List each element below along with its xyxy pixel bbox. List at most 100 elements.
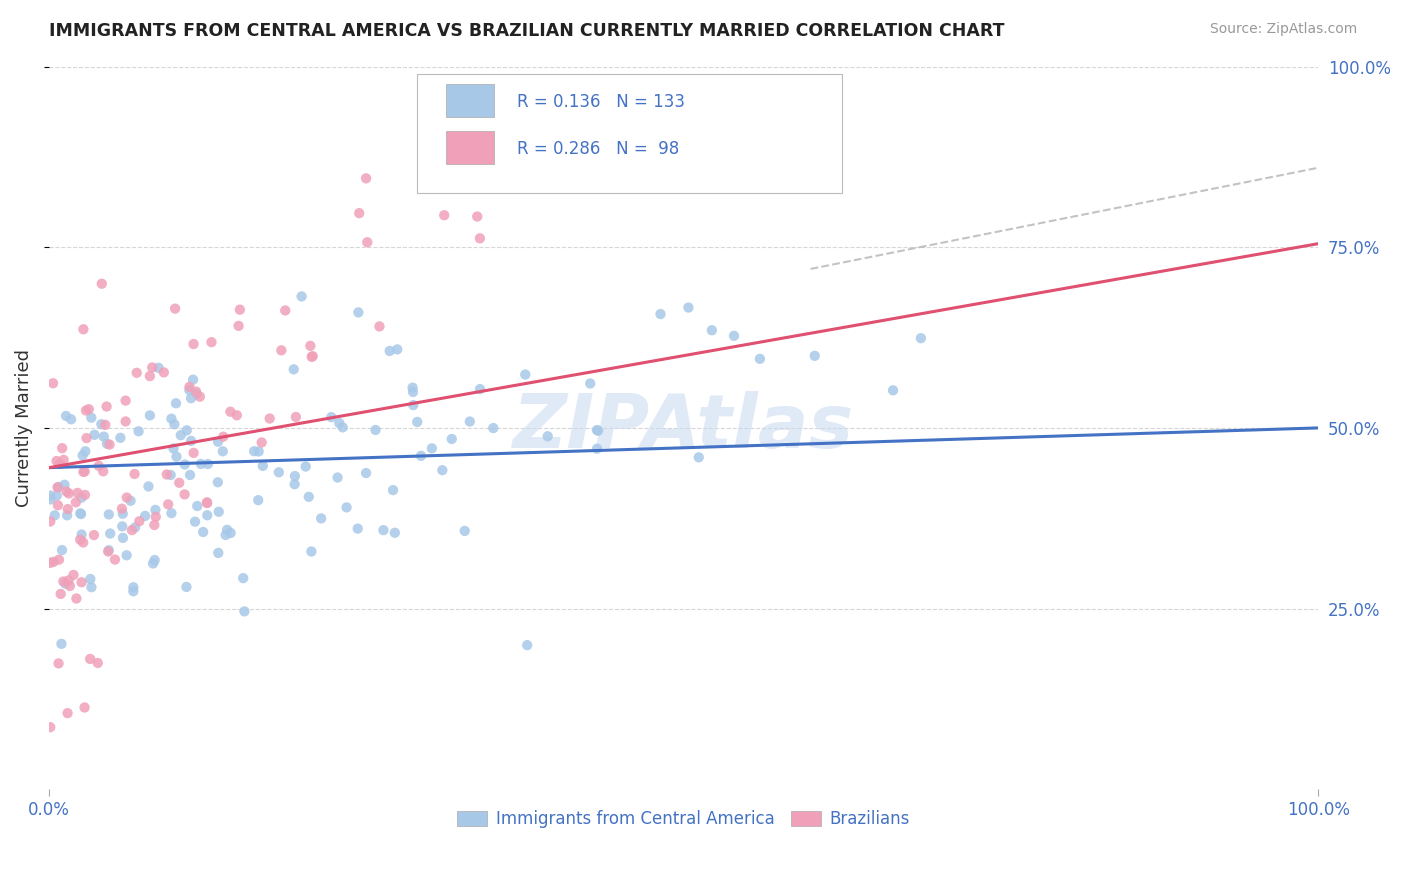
Point <box>233 604 256 618</box>
Point <box>165 301 187 316</box>
Point <box>104 552 127 566</box>
Point <box>247 493 270 508</box>
Point <box>153 365 176 379</box>
Point <box>347 305 370 319</box>
Point <box>148 360 170 375</box>
Point <box>458 415 481 429</box>
Point <box>471 181 494 195</box>
Point <box>70 575 93 590</box>
Point <box>111 507 134 521</box>
Point <box>163 417 186 432</box>
Point <box>97 544 120 558</box>
Point <box>406 415 429 429</box>
Point <box>482 421 505 435</box>
Point <box>184 515 207 529</box>
Point <box>267 465 290 479</box>
Point <box>162 442 184 456</box>
Point <box>468 382 491 396</box>
Point <box>39 556 62 570</box>
Text: ZIPAtlas: ZIPAtlas <box>513 392 855 465</box>
Point <box>157 497 180 511</box>
Point <box>401 381 423 395</box>
Point <box>72 465 94 479</box>
Point <box>45 489 67 503</box>
Point <box>110 431 132 445</box>
Point <box>225 409 247 423</box>
Point <box>208 505 231 519</box>
Point <box>138 479 160 493</box>
Point <box>77 402 100 417</box>
Point <box>73 700 96 714</box>
Point <box>283 362 305 376</box>
Point <box>97 508 120 522</box>
Point <box>128 514 150 528</box>
Point <box>723 328 745 343</box>
Text: IMMIGRANTS FROM CENTRAL AMERICA VS BRAZILIAN CURRENTLY MARRIED CORRELATION CHART: IMMIGRANTS FROM CENTRAL AMERICA VS BRAZI… <box>49 22 1005 40</box>
Point <box>882 384 904 398</box>
Point <box>440 432 463 446</box>
Point <box>83 427 105 442</box>
Point <box>420 442 443 456</box>
Point <box>96 400 118 414</box>
Point <box>416 158 439 172</box>
Point <box>183 337 205 351</box>
Point <box>586 424 609 438</box>
Point <box>382 483 405 497</box>
Point <box>91 464 114 478</box>
Point <box>55 409 77 423</box>
Point <box>207 546 229 560</box>
Point <box>179 380 201 394</box>
Point <box>184 384 207 399</box>
Point <box>66 486 89 500</box>
Point <box>73 464 96 478</box>
Point <box>87 458 110 473</box>
Point <box>228 318 250 333</box>
Point <box>214 528 236 542</box>
Point <box>195 495 218 509</box>
Point <box>39 492 62 507</box>
Point <box>803 349 825 363</box>
Point <box>409 449 432 463</box>
Point <box>183 446 205 460</box>
Point <box>259 411 281 425</box>
Point <box>70 507 93 521</box>
Point <box>96 436 118 450</box>
Point <box>53 576 76 591</box>
Point <box>114 393 136 408</box>
Point <box>688 450 710 465</box>
Point <box>454 524 477 538</box>
Point <box>98 526 121 541</box>
Point <box>291 289 314 303</box>
Point <box>433 208 456 222</box>
Point <box>207 475 229 490</box>
Point <box>170 428 193 442</box>
Point <box>51 637 73 651</box>
Point <box>124 520 146 534</box>
Point <box>443 133 465 147</box>
Point <box>378 343 401 358</box>
Y-axis label: Currently Married: Currently Married <box>15 349 32 507</box>
Point <box>197 457 219 471</box>
Point <box>516 638 538 652</box>
Point <box>181 373 204 387</box>
Point <box>346 522 368 536</box>
Point <box>284 409 307 424</box>
Point <box>190 457 212 471</box>
Text: R = 0.136   N = 133: R = 0.136 N = 133 <box>517 93 685 112</box>
Point <box>186 387 208 401</box>
Point <box>39 489 62 503</box>
Point <box>87 656 110 670</box>
Point <box>579 376 602 391</box>
Point <box>46 480 69 494</box>
Point <box>243 444 266 458</box>
Point <box>65 591 87 606</box>
Point <box>250 435 273 450</box>
Point <box>98 437 121 451</box>
Point <box>79 652 101 666</box>
Point <box>700 323 723 337</box>
Point <box>298 490 321 504</box>
Point <box>122 580 145 594</box>
Point <box>52 453 75 467</box>
Point <box>387 343 409 357</box>
Point <box>52 574 75 589</box>
